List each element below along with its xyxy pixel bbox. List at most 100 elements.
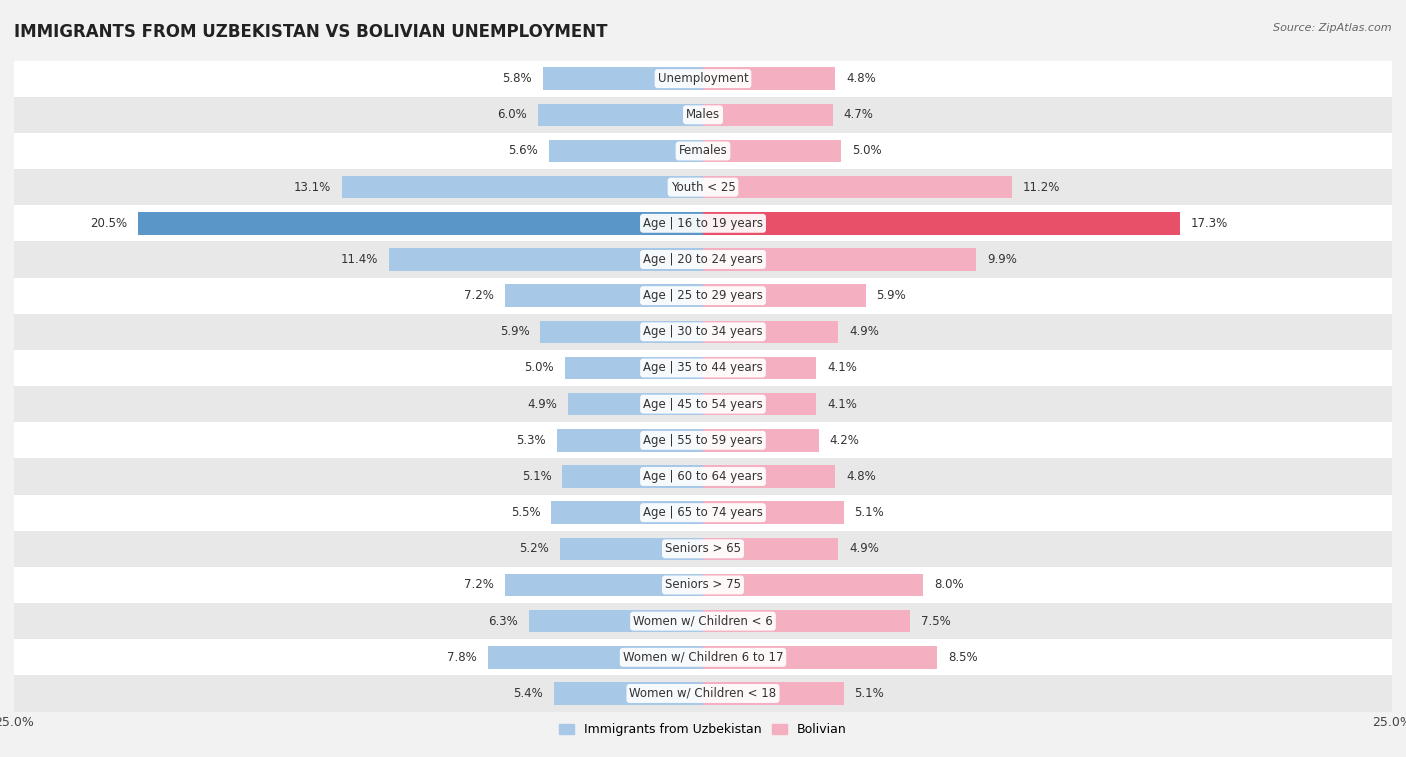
Text: 5.1%: 5.1% bbox=[855, 506, 884, 519]
Text: 4.9%: 4.9% bbox=[527, 397, 557, 410]
Text: 4.9%: 4.9% bbox=[849, 326, 879, 338]
Text: Age | 35 to 44 years: Age | 35 to 44 years bbox=[643, 362, 763, 375]
Bar bbox=[703, 682, 844, 705]
Text: Seniors > 65: Seniors > 65 bbox=[665, 542, 741, 556]
Bar bbox=[703, 104, 832, 126]
Text: 5.9%: 5.9% bbox=[876, 289, 907, 302]
Bar bbox=[14, 603, 1392, 639]
Text: Age | 65 to 74 years: Age | 65 to 74 years bbox=[643, 506, 763, 519]
Text: 5.8%: 5.8% bbox=[502, 72, 531, 85]
Bar bbox=[565, 357, 703, 379]
Bar bbox=[703, 285, 866, 307]
Bar bbox=[703, 176, 1012, 198]
Text: 5.2%: 5.2% bbox=[519, 542, 548, 556]
Text: Unemployment: Unemployment bbox=[658, 72, 748, 85]
Text: Age | 16 to 19 years: Age | 16 to 19 years bbox=[643, 217, 763, 230]
Text: 5.1%: 5.1% bbox=[522, 470, 551, 483]
Bar bbox=[543, 67, 703, 90]
Text: 9.9%: 9.9% bbox=[987, 253, 1017, 266]
Bar bbox=[14, 386, 1392, 422]
Bar bbox=[703, 610, 910, 632]
Bar bbox=[568, 393, 703, 416]
Text: 6.3%: 6.3% bbox=[489, 615, 519, 628]
Text: 5.3%: 5.3% bbox=[516, 434, 546, 447]
Bar bbox=[548, 140, 703, 162]
Bar bbox=[14, 169, 1392, 205]
Text: 6.0%: 6.0% bbox=[496, 108, 527, 121]
Text: 5.1%: 5.1% bbox=[855, 687, 884, 700]
Bar bbox=[560, 537, 703, 560]
Text: Women w/ Children 6 to 17: Women w/ Children 6 to 17 bbox=[623, 651, 783, 664]
Bar bbox=[703, 393, 815, 416]
Bar bbox=[537, 104, 703, 126]
Bar bbox=[540, 321, 703, 343]
Text: 4.8%: 4.8% bbox=[846, 470, 876, 483]
Bar bbox=[14, 459, 1392, 494]
Text: 4.1%: 4.1% bbox=[827, 397, 856, 410]
Bar bbox=[554, 682, 703, 705]
Text: 4.1%: 4.1% bbox=[827, 362, 856, 375]
Bar bbox=[703, 248, 976, 271]
Bar bbox=[703, 537, 838, 560]
Text: 13.1%: 13.1% bbox=[294, 181, 330, 194]
Bar bbox=[703, 67, 835, 90]
Text: 20.5%: 20.5% bbox=[90, 217, 127, 230]
Bar bbox=[703, 429, 818, 451]
Text: Age | 25 to 29 years: Age | 25 to 29 years bbox=[643, 289, 763, 302]
Bar bbox=[14, 241, 1392, 278]
Text: Age | 60 to 64 years: Age | 60 to 64 years bbox=[643, 470, 763, 483]
Bar bbox=[14, 313, 1392, 350]
Bar bbox=[703, 357, 815, 379]
Bar bbox=[557, 429, 703, 451]
Text: 7.5%: 7.5% bbox=[921, 615, 950, 628]
Bar bbox=[342, 176, 703, 198]
Bar bbox=[488, 646, 703, 668]
Bar bbox=[389, 248, 703, 271]
Text: 5.0%: 5.0% bbox=[524, 362, 554, 375]
Bar bbox=[505, 285, 703, 307]
Text: 4.2%: 4.2% bbox=[830, 434, 859, 447]
Bar bbox=[14, 531, 1392, 567]
Bar bbox=[14, 675, 1392, 712]
Text: 4.8%: 4.8% bbox=[846, 72, 876, 85]
Text: 4.7%: 4.7% bbox=[844, 108, 873, 121]
Text: 5.4%: 5.4% bbox=[513, 687, 543, 700]
Text: Age | 30 to 34 years: Age | 30 to 34 years bbox=[643, 326, 763, 338]
Text: Source: ZipAtlas.com: Source: ZipAtlas.com bbox=[1274, 23, 1392, 33]
Text: 7.2%: 7.2% bbox=[464, 578, 494, 591]
Bar bbox=[14, 639, 1392, 675]
Text: 8.0%: 8.0% bbox=[935, 578, 965, 591]
Bar bbox=[14, 97, 1392, 133]
Text: Women w/ Children < 6: Women w/ Children < 6 bbox=[633, 615, 773, 628]
Text: Seniors > 75: Seniors > 75 bbox=[665, 578, 741, 591]
Bar bbox=[14, 494, 1392, 531]
Bar bbox=[551, 501, 703, 524]
Text: IMMIGRANTS FROM UZBEKISTAN VS BOLIVIAN UNEMPLOYMENT: IMMIGRANTS FROM UZBEKISTAN VS BOLIVIAN U… bbox=[14, 23, 607, 41]
Bar bbox=[14, 350, 1392, 386]
Bar bbox=[14, 422, 1392, 459]
Bar bbox=[14, 567, 1392, 603]
Text: Age | 45 to 54 years: Age | 45 to 54 years bbox=[643, 397, 763, 410]
Text: 7.8%: 7.8% bbox=[447, 651, 477, 664]
Bar bbox=[138, 212, 703, 235]
Text: Age | 20 to 24 years: Age | 20 to 24 years bbox=[643, 253, 763, 266]
Bar bbox=[703, 574, 924, 597]
Text: 5.0%: 5.0% bbox=[852, 145, 882, 157]
Legend: Immigrants from Uzbekistan, Bolivian: Immigrants from Uzbekistan, Bolivian bbox=[554, 718, 852, 741]
Bar bbox=[562, 466, 703, 488]
Text: 7.2%: 7.2% bbox=[464, 289, 494, 302]
Text: 4.9%: 4.9% bbox=[849, 542, 879, 556]
Bar bbox=[505, 574, 703, 597]
Bar bbox=[530, 610, 703, 632]
Bar bbox=[703, 501, 844, 524]
Text: Youth < 25: Youth < 25 bbox=[671, 181, 735, 194]
Bar bbox=[14, 205, 1392, 241]
Text: 11.4%: 11.4% bbox=[340, 253, 378, 266]
Text: Males: Males bbox=[686, 108, 720, 121]
Text: 11.2%: 11.2% bbox=[1022, 181, 1060, 194]
Text: 17.3%: 17.3% bbox=[1191, 217, 1227, 230]
Bar bbox=[14, 278, 1392, 313]
Bar bbox=[703, 140, 841, 162]
Text: Females: Females bbox=[679, 145, 727, 157]
Text: 5.6%: 5.6% bbox=[508, 145, 537, 157]
